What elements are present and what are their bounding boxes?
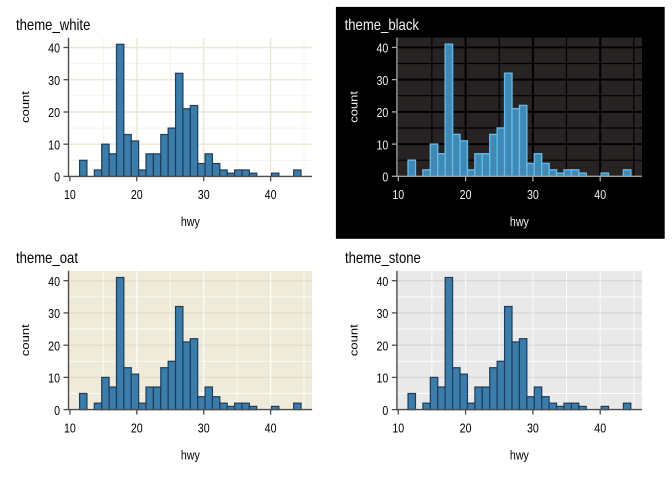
svg-text:hwy: hwy <box>181 214 200 229</box>
svg-text:hwy: hwy <box>510 447 529 462</box>
svg-text:theme_white: theme_white <box>16 17 90 34</box>
svg-text:10: 10 <box>64 420 76 435</box>
svg-text:hwy: hwy <box>510 214 529 229</box>
svg-text:count: count <box>348 90 361 123</box>
svg-text:30: 30 <box>198 187 210 202</box>
svg-text:30: 30 <box>527 420 539 435</box>
svg-text:20: 20 <box>460 420 472 435</box>
svg-text:40: 40 <box>376 41 388 56</box>
svg-text:20: 20 <box>131 420 143 435</box>
svg-text:hwy: hwy <box>181 447 200 462</box>
svg-text:theme_stone: theme_stone <box>345 250 421 267</box>
svg-text:20: 20 <box>376 338 388 353</box>
svg-text:30: 30 <box>527 187 539 202</box>
svg-text:40: 40 <box>265 187 277 202</box>
svg-text:30: 30 <box>376 73 388 88</box>
svg-text:10: 10 <box>392 187 404 202</box>
svg-text:theme_black: theme_black <box>345 17 420 34</box>
svg-text:40: 40 <box>48 41 60 56</box>
svg-text:40: 40 <box>265 420 277 435</box>
svg-text:20: 20 <box>48 338 60 353</box>
svg-text:40: 40 <box>376 274 388 289</box>
svg-text:theme_oat: theme_oat <box>16 250 78 267</box>
svg-text:40: 40 <box>48 274 60 289</box>
svg-text:30: 30 <box>376 306 388 321</box>
svg-text:20: 20 <box>376 105 388 120</box>
svg-text:40: 40 <box>594 420 606 435</box>
svg-text:10: 10 <box>392 420 404 435</box>
svg-text:30: 30 <box>48 73 60 88</box>
svg-text:0: 0 <box>54 170 60 185</box>
svg-text:40: 40 <box>594 187 606 202</box>
svg-text:10: 10 <box>48 371 60 386</box>
svg-text:0: 0 <box>54 403 60 418</box>
svg-text:count: count <box>19 90 32 123</box>
svg-text:count: count <box>19 324 32 357</box>
svg-text:count: count <box>348 324 361 357</box>
svg-text:0: 0 <box>382 169 388 184</box>
svg-text:20: 20 <box>48 105 60 120</box>
svg-text:0: 0 <box>382 403 388 418</box>
svg-text:10: 10 <box>376 137 388 152</box>
svg-text:20: 20 <box>131 187 143 202</box>
svg-text:10: 10 <box>64 187 76 202</box>
svg-text:30: 30 <box>198 420 210 435</box>
svg-text:10: 10 <box>376 371 388 386</box>
svg-text:20: 20 <box>460 187 472 202</box>
svg-text:30: 30 <box>48 306 60 321</box>
svg-text:10: 10 <box>48 137 60 152</box>
